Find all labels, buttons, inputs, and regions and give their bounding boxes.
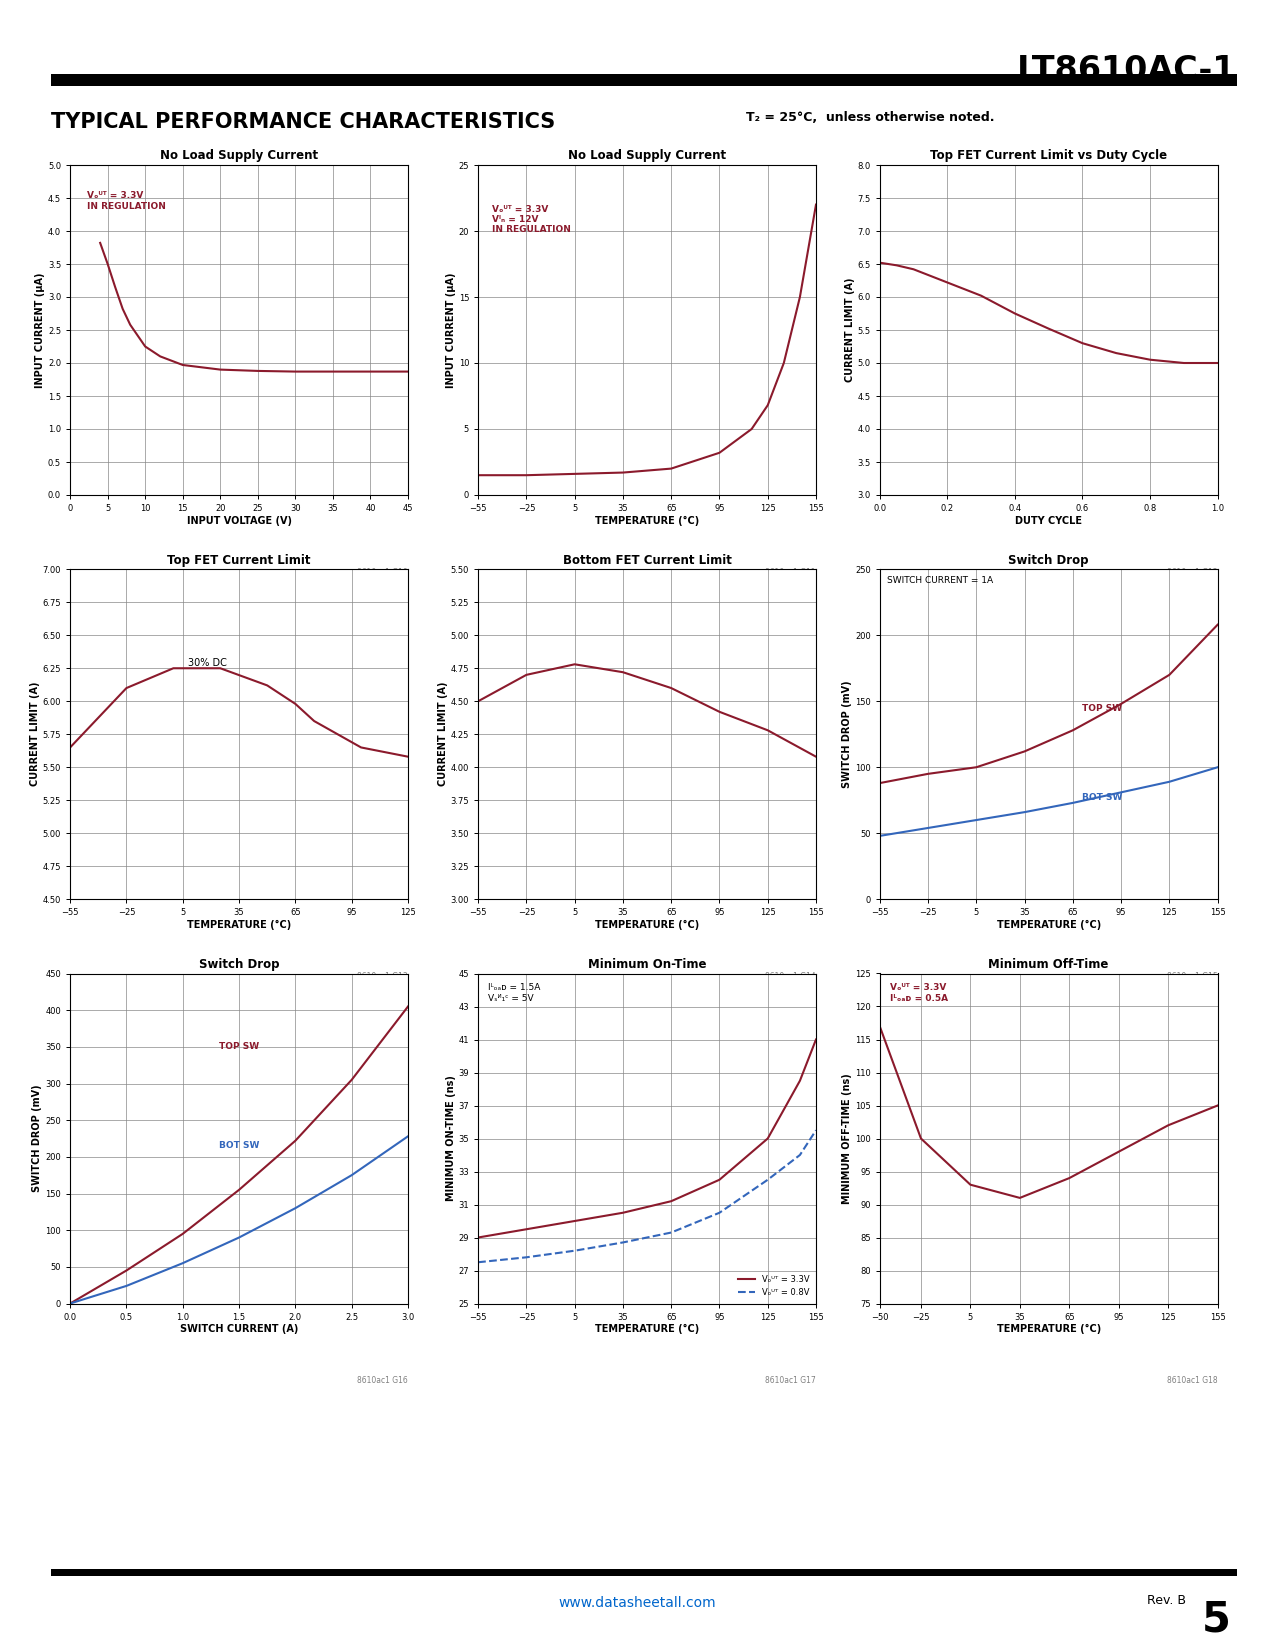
Text: 5: 5 <box>1201 1599 1230 1640</box>
Text: 8610ac1 G11: 8610ac1 G11 <box>765 568 816 576</box>
Y-axis label: MINIMUM OFF-TIME (ns): MINIMUM OFF-TIME (ns) <box>843 1072 852 1204</box>
Text: SWITCH CURRENT = 1A: SWITCH CURRENT = 1A <box>886 576 993 584</box>
Title: Minimum Off-Time: Minimum Off-Time <box>988 959 1109 970</box>
X-axis label: SWITCH CURRENT (A): SWITCH CURRENT (A) <box>180 1325 298 1335</box>
Text: TOP SW: TOP SW <box>219 1043 259 1051</box>
X-axis label: TEMPERATURE (°C): TEMPERATURE (°C) <box>997 921 1100 931</box>
Y-axis label: CURRENT LIMIT (A): CURRENT LIMIT (A) <box>845 277 854 383</box>
Text: 8610ac1 G10: 8610ac1 G10 <box>357 568 408 576</box>
Text: 8610ac1 G15: 8610ac1 G15 <box>1167 972 1218 980</box>
Text: Rev. B: Rev. B <box>1146 1594 1186 1607</box>
Title: No Load Supply Current: No Load Supply Current <box>159 150 319 162</box>
Text: 8610ac1 G18: 8610ac1 G18 <box>1167 1376 1218 1384</box>
Title: No Load Supply Current: No Load Supply Current <box>567 150 727 162</box>
Legend: Vₒᵁᵀ = 3.3V, Vₒᵁᵀ = 0.8V: Vₒᵁᵀ = 3.3V, Vₒᵁᵀ = 0.8V <box>736 1272 812 1299</box>
Text: BOT SW: BOT SW <box>1082 794 1123 802</box>
Text: 8610ac1 G14: 8610ac1 G14 <box>765 972 816 980</box>
Text: LT8610AC-1: LT8610AC-1 <box>1017 54 1237 87</box>
Text: Vₒᵁᵀ = 3.3V
IN REGULATION: Vₒᵁᵀ = 3.3V IN REGULATION <box>87 191 166 211</box>
Text: T₂ = 25°C,  unless otherwise noted.: T₂ = 25°C, unless otherwise noted. <box>746 111 995 124</box>
X-axis label: TEMPERATURE (°C): TEMPERATURE (°C) <box>997 1325 1100 1335</box>
Text: 30% DC: 30% DC <box>189 658 227 668</box>
Text: Vₒᵁᵀ = 3.3V
Iᴸₒₐᴅ = 0.5A: Vₒᵁᵀ = 3.3V Iᴸₒₐᴅ = 0.5A <box>890 983 949 1003</box>
X-axis label: TEMPERATURE (°C): TEMPERATURE (°C) <box>595 1325 699 1335</box>
Text: Vₒᵁᵀ = 3.3V
Vᴵₙ = 12V
IN REGULATION: Vₒᵁᵀ = 3.3V Vᴵₙ = 12V IN REGULATION <box>492 205 570 234</box>
X-axis label: TEMPERATURE (°C): TEMPERATURE (°C) <box>187 921 291 931</box>
X-axis label: TEMPERATURE (°C): TEMPERATURE (°C) <box>595 516 699 526</box>
Text: Iᴸₒₐᴅ = 1.5A
Vₛᴻ₁ᶜ = 5V: Iᴸₒₐᴅ = 1.5A Vₛᴻ₁ᶜ = 5V <box>488 983 541 1003</box>
X-axis label: DUTY CYCLE: DUTY CYCLE <box>1015 516 1082 526</box>
Text: 8610ac1 G12: 8610ac1 G12 <box>1167 568 1218 576</box>
Text: 8610ac1 G16: 8610ac1 G16 <box>357 1376 408 1384</box>
X-axis label: INPUT VOLTAGE (V): INPUT VOLTAGE (V) <box>186 516 292 526</box>
Y-axis label: CURRENT LIMIT (A): CURRENT LIMIT (A) <box>29 681 40 787</box>
Y-axis label: SWITCH DROP (mV): SWITCH DROP (mV) <box>843 680 852 789</box>
X-axis label: TEMPERATURE (°C): TEMPERATURE (°C) <box>595 921 699 931</box>
Text: 8610ac1 G17: 8610ac1 G17 <box>765 1376 816 1384</box>
Title: Switch Drop: Switch Drop <box>199 959 279 970</box>
Y-axis label: INPUT CURRENT (μA): INPUT CURRENT (μA) <box>446 272 456 388</box>
Y-axis label: CURRENT LIMIT (A): CURRENT LIMIT (A) <box>437 681 448 787</box>
Title: Switch Drop: Switch Drop <box>1009 554 1089 566</box>
Title: Minimum On-Time: Minimum On-Time <box>588 959 706 970</box>
Text: www.datasheetall.com: www.datasheetall.com <box>558 1597 717 1610</box>
Text: BOT SW: BOT SW <box>219 1142 259 1150</box>
Y-axis label: INPUT CURRENT (μA): INPUT CURRENT (μA) <box>36 272 45 388</box>
Title: Top FET Current Limit vs Duty Cycle: Top FET Current Limit vs Duty Cycle <box>931 150 1167 162</box>
Y-axis label: SWITCH DROP (mV): SWITCH DROP (mV) <box>32 1084 42 1193</box>
Title: Top FET Current Limit: Top FET Current Limit <box>167 554 311 566</box>
Text: TOP SW: TOP SW <box>1082 705 1122 713</box>
Text: 8610ac1 G13: 8610ac1 G13 <box>357 972 408 980</box>
Text: TYPICAL PERFORMANCE CHARACTERISTICS: TYPICAL PERFORMANCE CHARACTERISTICS <box>51 112 555 132</box>
Title: Bottom FET Current Limit: Bottom FET Current Limit <box>562 554 732 566</box>
Y-axis label: MINIMUM ON-TIME (ns): MINIMUM ON-TIME (ns) <box>445 1076 455 1201</box>
